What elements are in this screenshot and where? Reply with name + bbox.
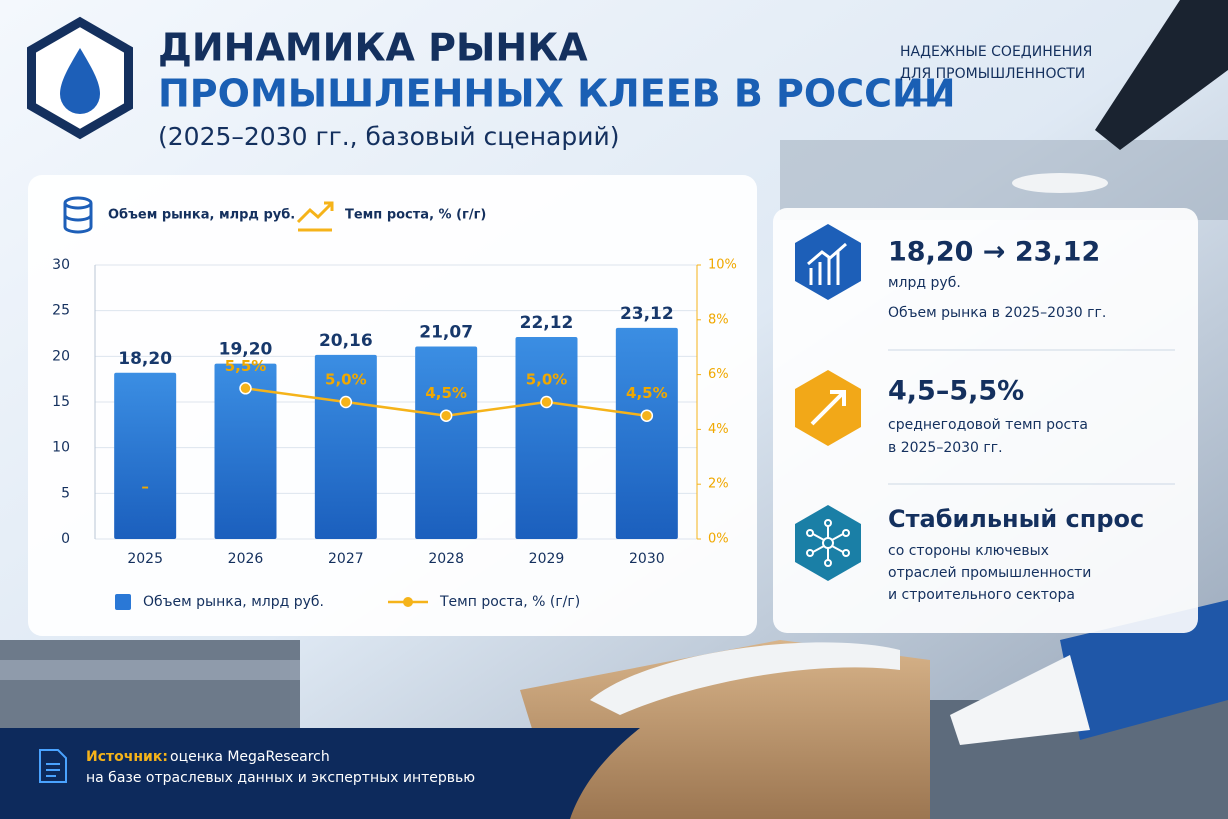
legend-swatch <box>403 597 413 607</box>
growth-value-label: 5,0% <box>526 371 568 389</box>
y-axis-title: Объем рынка, млрд руб. <box>108 208 295 223</box>
bar <box>515 336 578 539</box>
highlight-glyph <box>807 242 847 285</box>
growth-value-label: 5,0% <box>325 371 367 389</box>
y2-tick-label: 6% <box>708 367 729 382</box>
highlight-text: в 2025–2030 гг. <box>888 440 1003 456</box>
y-tick-label: 20 <box>52 348 70 364</box>
highlight-headline: 18,20 → 23,12 <box>888 237 1100 268</box>
source-icon <box>39 749 67 783</box>
growth-point <box>239 382 252 395</box>
x-tick-label: 2027 <box>328 551 364 567</box>
highlight-glyph <box>810 390 846 426</box>
glue-tube <box>1060 600 1228 740</box>
x-tick-label: 2029 <box>529 551 565 567</box>
source-band <box>0 728 640 819</box>
growth-value-label: – <box>141 478 149 496</box>
growth-value-label: 4,5% <box>626 384 668 402</box>
highlight-text: и строительного сектора <box>888 587 1075 603</box>
tagline: ДЛЯ ПРОМЫШЛЕННОСТИ <box>900 66 1085 82</box>
highlight-text: Объем рынка в 2025–2030 гг. <box>888 305 1106 321</box>
legend-swatch <box>115 594 131 610</box>
y2-tick-label: 10% <box>708 258 737 273</box>
metal-plates <box>0 640 300 730</box>
bar-value-label: 21,07 <box>419 323 473 343</box>
y-tick-label: 15 <box>52 394 70 410</box>
x-tick-label: 2025 <box>127 551 163 567</box>
glue-gun <box>1095 0 1228 150</box>
source-text: на базе отраслевых данных и экспертных и… <box>86 770 475 786</box>
growth-value-label: 4,5% <box>425 384 467 402</box>
tagline: НАДЕЖНЫЕ СОЕДИНЕНИЯ <box>900 44 1092 60</box>
y-tick-label: 10 <box>52 440 70 456</box>
bar <box>214 363 277 539</box>
y-tick-label: 5 <box>61 485 70 501</box>
x-tick-label: 2030 <box>629 551 665 567</box>
highlight-text: отраслей промышленности <box>888 565 1091 581</box>
legend-label: Объем рынка, млрд руб. <box>143 594 324 610</box>
glue-drop <box>1012 173 1108 193</box>
highlight-text: среднегодовой темп роста <box>888 417 1088 433</box>
x-tick-label: 2028 <box>428 551 464 567</box>
stack-icon <box>63 196 93 234</box>
bar-value-label: 22,12 <box>520 313 574 333</box>
bar <box>114 372 177 539</box>
title: ПРОМЫШЛЕННЫХ КЛЕЕВ В РОССИИ <box>158 72 956 116</box>
growth-point <box>439 409 453 422</box>
metal-plate-edge <box>0 660 300 680</box>
bar <box>415 346 478 539</box>
x-tick-label: 2026 <box>228 551 264 567</box>
bar-value-label: 20,16 <box>319 331 373 351</box>
y-tick-label: 0 <box>61 531 70 547</box>
source-label: Источник: <box>86 749 168 765</box>
y-tick-label: 25 <box>52 303 70 319</box>
y2-tick-label: 0% <box>708 532 729 547</box>
tube-nozzle <box>950 655 1090 745</box>
bar-value-label: 19,20 <box>219 340 273 360</box>
y2-tick-label: 8% <box>708 312 729 327</box>
highlight-headline: Стабильный спрос <box>888 505 1144 533</box>
highlight-headline: 4,5–5,5% <box>888 376 1024 407</box>
highlight-text: млрд руб. <box>888 275 961 291</box>
highlight-glyph <box>806 519 850 567</box>
growth-point <box>339 395 353 409</box>
growth-value-label: 5,5% <box>225 357 267 375</box>
y2-tick-label: 2% <box>708 477 729 492</box>
bar <box>615 327 678 539</box>
bar-value-label: 18,20 <box>118 349 172 369</box>
title: ДИНАМИКА РЫНКА <box>158 26 588 70</box>
source-text: оценка MegaResearch <box>170 749 330 765</box>
highlight-text: со стороны ключевых <box>888 543 1049 559</box>
y-tick-label: 30 <box>52 257 70 273</box>
growth-point <box>540 395 553 409</box>
glue-bead <box>590 642 900 715</box>
y2-tick-label: 4% <box>708 422 729 437</box>
highlights-card <box>773 208 1198 633</box>
legend-label: Темп роста, % (г/г) <box>439 594 580 610</box>
growth-icon <box>296 201 334 224</box>
growth-point <box>640 409 654 422</box>
bar-value-label: 23,12 <box>620 304 674 324</box>
y2-axis-title: Темп роста, % (г/г) <box>345 208 486 223</box>
subtitle: (2025–2030 гг., базовый сценарий) <box>158 122 619 151</box>
metal-plate <box>780 140 1228 220</box>
highlight-icon <box>795 505 861 581</box>
logo-drop <box>60 48 100 114</box>
